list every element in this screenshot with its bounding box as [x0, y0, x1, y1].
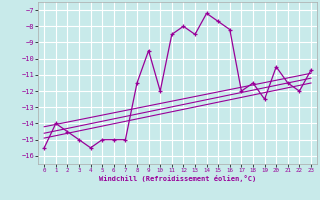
X-axis label: Windchill (Refroidissement éolien,°C): Windchill (Refroidissement éolien,°C) — [99, 175, 256, 182]
